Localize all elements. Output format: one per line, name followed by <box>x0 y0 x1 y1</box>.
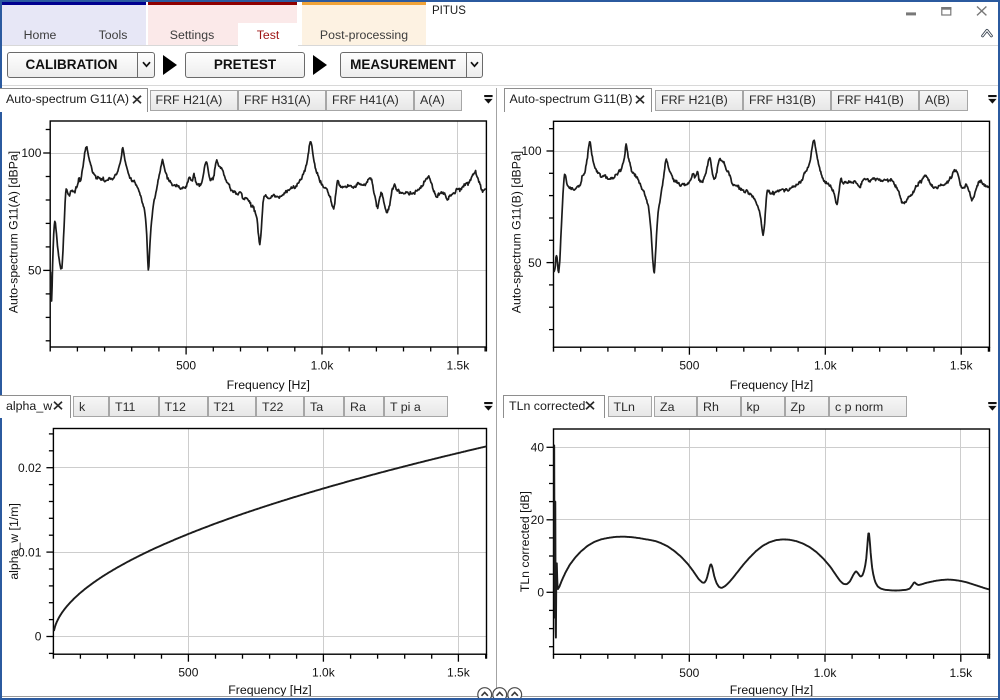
svg-text:0.02: 0.02 <box>18 461 42 475</box>
svg-text:Frequency [Hz]: Frequency [Hz] <box>228 683 311 697</box>
svg-text:500: 500 <box>679 359 699 373</box>
svg-text:500: 500 <box>176 359 196 373</box>
svg-text:Frequency [Hz]: Frequency [Hz] <box>730 378 813 392</box>
svg-text:40: 40 <box>531 441 545 455</box>
svg-text:0: 0 <box>35 630 42 644</box>
svg-text:1.0k: 1.0k <box>312 666 336 680</box>
svg-text:alpha_w [1/m]: alpha_w [1/m] <box>7 503 21 580</box>
svg-text:1.0k: 1.0k <box>311 359 335 373</box>
svg-text:1.5k: 1.5k <box>447 359 471 373</box>
svg-text:1.5k: 1.5k <box>949 666 973 680</box>
svg-text:0: 0 <box>537 586 544 600</box>
svg-text:Frequency [Hz]: Frequency [Hz] <box>227 378 310 392</box>
svg-text:1.5k: 1.5k <box>447 666 471 680</box>
svg-text:500: 500 <box>679 666 699 680</box>
svg-text:100: 100 <box>521 144 541 158</box>
svg-text:100: 100 <box>21 146 41 160</box>
svg-text:50: 50 <box>528 256 542 270</box>
svg-text:1.5k: 1.5k <box>950 359 974 373</box>
svg-text:Frequency [Hz]: Frequency [Hz] <box>730 683 813 697</box>
svg-text:500: 500 <box>178 666 198 680</box>
svg-text:TLn corrected [dB]: TLn corrected [dB] <box>518 491 532 592</box>
svg-text:50: 50 <box>28 264 42 278</box>
svg-text:20: 20 <box>531 513 545 527</box>
svg-text:Auto-spectrum G11(A) [dBPa]: Auto-spectrum G11(A) [dBPa] <box>6 151 20 313</box>
svg-text:Auto-spectrum G11(B) [dBPa]: Auto-spectrum G11(B) [dBPa] <box>509 151 523 313</box>
svg-text:0.01: 0.01 <box>18 545 42 559</box>
svg-text:1.0k: 1.0k <box>814 666 838 680</box>
svg-text:1.0k: 1.0k <box>814 359 838 373</box>
